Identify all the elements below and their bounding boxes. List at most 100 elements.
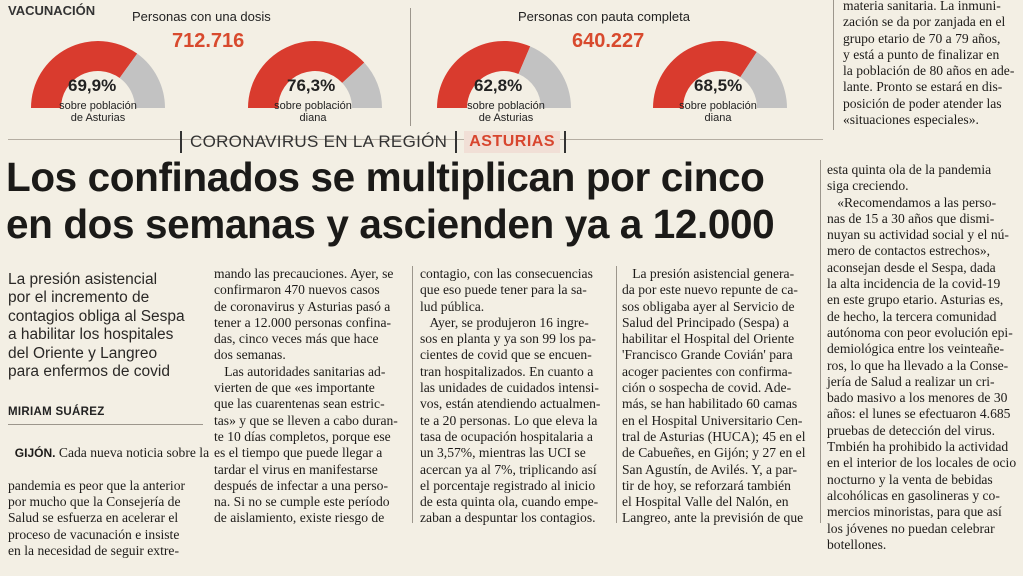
column-2-line: después de infectar a una perso- bbox=[214, 477, 388, 493]
subhead-line: a habilitar los hospitales bbox=[8, 326, 174, 344]
column-5-line: en el interior de los locales de ocio bbox=[827, 455, 1017, 471]
gauge-1-filled-arc bbox=[31, 41, 138, 108]
top-right-line: materia sanitaria. La inmuni- bbox=[843, 0, 1001, 13]
gauge-2-remaining-arc bbox=[342, 62, 382, 108]
kicker-rule bbox=[8, 139, 823, 140]
column-4-line: habilitar el Hospital del Oriente bbox=[622, 331, 795, 347]
column-5-line: botellones. bbox=[827, 536, 887, 552]
gauge-2-caption-line1: sobre población bbox=[274, 100, 352, 112]
column-3-line: el porcentaje registrado al inicio bbox=[420, 477, 596, 493]
column-5-line: pruebas de detección del virus. bbox=[827, 422, 995, 438]
gauge-4-caption-line1: sobre población bbox=[679, 100, 757, 112]
group1-title: Personas con una dosis bbox=[132, 9, 271, 24]
column-3-line: contagio, con las consecuencias bbox=[420, 266, 593, 281]
column-4-line: San Agustín, de Avilés. Y, a par- bbox=[622, 461, 798, 477]
column-5-line: «Recomendamos a las perso- bbox=[827, 194, 997, 210]
column-5-line: bado masivo a los menores de 30 bbox=[827, 390, 1008, 406]
column-5-line: autónoma con peor evolución epi- bbox=[827, 324, 1013, 340]
top-right-line: lante. Pronto se estará en dis- bbox=[843, 79, 1003, 95]
gauge-3-remaining-arc bbox=[518, 46, 571, 108]
top-right-line: posición de poder atender las bbox=[843, 95, 1002, 111]
kicker-bar-right bbox=[564, 131, 566, 153]
group2-title: Personas con pauta completa bbox=[518, 9, 690, 24]
column-4-line: sos obligaba ayer al Servicio de bbox=[622, 298, 795, 314]
column-2-line: na. Si no se cumple este período bbox=[214, 494, 390, 510]
column-4-line: acoger pacientes con confirma- bbox=[622, 363, 793, 379]
kicker-bar-mid bbox=[455, 131, 458, 153]
column-2-line: que las cuarentenas sean estric- bbox=[214, 396, 385, 412]
column-1-text: pandemia es peor que la anterior por much… bbox=[8, 478, 209, 559]
column-5-line: en este grupo etario. Asturias es, bbox=[827, 292, 1004, 308]
column-5-line: aconsejan desde el Sespa, dada bbox=[827, 259, 996, 275]
gauge-3-caption-line2: de Asturias bbox=[478, 112, 534, 124]
column-3-line: Ayer, se produjeron 16 ingre- bbox=[420, 314, 589, 330]
column-4-line: tral de Asturias (HUCA); 45 en el bbox=[622, 428, 806, 444]
column-4-line: de Cabueñes, en Gijón; y 27 en el bbox=[622, 445, 806, 461]
column-3-line: sos en planta y ya son 99 los pa- bbox=[420, 331, 596, 347]
column-2-line: confirmaron 470 nuevos casos bbox=[214, 282, 380, 298]
column-2-line: te 10 días completos, porque ese bbox=[214, 428, 391, 444]
column-4-line: el Hospital Valle del Nalón, en bbox=[622, 494, 789, 510]
body-column-4: La presión asistencial genera-da por est… bbox=[622, 266, 805, 527]
column-4-line: ción o sospecha de covid. Ade- bbox=[622, 380, 792, 396]
section-label: VACUNACIÓN bbox=[8, 3, 96, 18]
headline-line-1: Los confinados se multiplican por cinco bbox=[6, 154, 765, 200]
top-right-line: zación se da por zanjada en el bbox=[843, 14, 1006, 30]
column-5-line: de hecho, la tercera comunidad bbox=[827, 308, 997, 324]
column-4-line: 'Francisco Grande Covián' para bbox=[622, 347, 793, 363]
column-3-line: las unidades de cuidados intensi- bbox=[420, 380, 599, 396]
column-2-line: dos semanas. bbox=[214, 347, 286, 363]
column-2-line: das, cinco veces más que hace bbox=[214, 331, 379, 347]
column-divider-4-5 bbox=[820, 160, 821, 523]
subhead-line: por el incremento de bbox=[8, 289, 150, 307]
column-2-line: de coronavirus y Asturias pasó a bbox=[214, 298, 391, 314]
column-1-line: pandemia es peor que la anterior bbox=[8, 477, 186, 493]
subhead-line: contagios obliga al Sespa bbox=[8, 307, 185, 325]
gauge-3-filled-arc bbox=[437, 41, 531, 108]
column-4-line: Langreo, ante la previsión de que bbox=[622, 510, 804, 526]
column-5-line: siga creciendo. bbox=[827, 178, 909, 194]
column-3-line: vos, están atendiendo actualmen- bbox=[420, 396, 601, 412]
gauge-3-caption: sobre población de Asturias bbox=[456, 100, 556, 124]
gauge-2-percent: 76,3% bbox=[287, 76, 336, 95]
kicker-region: ASTURIAS bbox=[464, 131, 560, 153]
gauge-3-percent: 62,8% bbox=[474, 76, 523, 95]
column-5-line: mero de contactos estrechos», bbox=[827, 243, 991, 259]
column-2-line: mando las precauciones. Ayer, se bbox=[214, 266, 394, 281]
column-2-line: de aislamiento, existe riesgo de bbox=[214, 510, 385, 526]
column-4-line: en el Hospital Universitario Cen- bbox=[622, 412, 803, 428]
column-4-line: tir de hoy, se reforzará también bbox=[622, 477, 791, 493]
column-5-line: nuyan su actividad social y el nú- bbox=[827, 227, 1009, 243]
body-column-1: GIJÓN. Cada nueva noticia sobre la pande… bbox=[8, 429, 209, 576]
column-3-line: te a 20 personas. Lo que eleva la bbox=[420, 412, 598, 428]
column-2-line: tas» y que se lleven a cabo duran- bbox=[214, 412, 398, 428]
kicker-bar-left bbox=[180, 131, 182, 153]
gauge-1-percent: 69,9% bbox=[68, 76, 117, 95]
gauge-4-percent: 68,5% bbox=[694, 76, 743, 95]
column-2-line: tardar el virus en manifestarse bbox=[214, 461, 378, 477]
body-column-2: mando las precauciones. Ayer, se confirma… bbox=[214, 266, 398, 527]
column-5-line: alcohólicas en gasolineras y co- bbox=[827, 487, 1000, 503]
top-right-text: materia sanitaria. La inmuni-zación se d… bbox=[843, 0, 1021, 128]
column-5-line: demiológica entre los veinteañe- bbox=[827, 341, 1005, 357]
column-2-line: es el tiempo que puede llegar a bbox=[214, 445, 383, 461]
dateline: GIJÓN. bbox=[14, 446, 56, 461]
column-1-line: por mucho que la Consejería de bbox=[8, 494, 181, 510]
column-5-line: la alta incidencia de la covid-19 bbox=[827, 276, 1001, 292]
column-5-line: mercios minoristas, para que así bbox=[827, 504, 1002, 520]
column-2-line: Las autoridades sanitarias ad- bbox=[214, 363, 386, 379]
column-3-line: tasa de ocupación hospitalaria a bbox=[420, 428, 593, 444]
gauge-4-filled-arc bbox=[653, 40, 757, 108]
column-5-line: esta quinta ola de la pandemia bbox=[827, 162, 992, 177]
subhead-line: del Oriente y Langreo bbox=[8, 344, 158, 362]
column-5-line: nas de 15 a 30 años que dismi- bbox=[827, 210, 995, 226]
column-4-line: La presión asistencial genera- bbox=[622, 266, 795, 281]
column-5-line: Tmbién ha prohibido la actividad bbox=[827, 439, 1009, 455]
column-3-line: lud pública. bbox=[420, 298, 485, 314]
top-right-line: y está a punto de finalizar en bbox=[843, 46, 1000, 62]
gauge-4-caption: sobre población diana bbox=[668, 100, 768, 124]
headline: Los confinados se multiplican por cinco … bbox=[6, 154, 775, 248]
column-5-line: nocturno y la venta de bebidas bbox=[827, 471, 993, 487]
column-5-line: ros, lo que ha llevado a la Conse- bbox=[827, 357, 1009, 373]
top-right-line: «situaciones especiales». bbox=[843, 112, 979, 128]
